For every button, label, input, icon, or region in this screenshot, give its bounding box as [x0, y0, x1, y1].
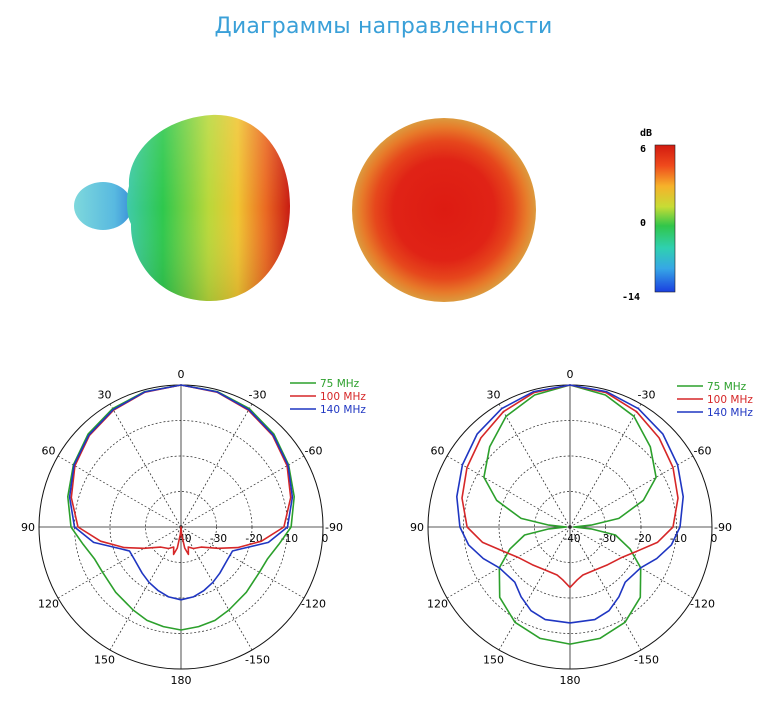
legend-label: 100 MHz	[320, 391, 366, 403]
radial-label: 0	[711, 533, 718, 545]
angle-label: 60	[430, 445, 444, 458]
radial-label: -30	[210, 533, 227, 545]
polar-chart-left: 0-30-60-90-120-1501801501209060300-10-20…	[21, 368, 366, 687]
radial-label: -40	[563, 533, 580, 545]
grid-spoke	[57, 455, 182, 528]
angle-label: -30	[638, 388, 656, 401]
pattern-3d-side-view	[74, 114, 290, 301]
series-line	[483, 384, 657, 645]
radial-label: -30	[599, 533, 616, 545]
colorbar-mid-label: 0	[640, 218, 646, 229]
colorbar: dB 6 0 -14	[622, 128, 676, 303]
angle-label: -90	[325, 521, 343, 534]
angle-label: -90	[714, 521, 732, 534]
angle-label: 0	[178, 368, 185, 381]
grid-spoke	[569, 403, 642, 528]
grid-spoke	[180, 403, 253, 528]
pattern-3d-front-view	[352, 118, 536, 302]
grid-spoke	[57, 526, 182, 599]
angle-label: 180	[560, 674, 581, 687]
angle-label: 150	[94, 654, 115, 667]
radial-label: 0	[322, 533, 329, 545]
angle-label: 90	[410, 521, 424, 534]
colorbar-max-label: 6	[640, 144, 646, 155]
legend-label: 75 MHz	[320, 378, 360, 390]
series-line	[70, 384, 292, 556]
series-line	[68, 384, 294, 601]
radial-label: -10	[670, 533, 687, 545]
grid-spoke	[180, 526, 253, 651]
series-line	[456, 384, 684, 624]
series-line	[461, 384, 679, 589]
angle-label: -60	[305, 445, 323, 458]
angle-label: -60	[694, 445, 712, 458]
angle-label: 0	[567, 368, 574, 381]
colorbar-unit: dB	[640, 128, 652, 139]
page-title: Диаграммы направленности	[214, 14, 553, 39]
legend-label: 140 MHz	[707, 407, 753, 419]
angle-label: -150	[634, 654, 659, 667]
legend-label: 100 MHz	[707, 394, 753, 406]
legend-label: 140 MHz	[320, 404, 366, 416]
radial-label: -20	[634, 533, 651, 545]
colorbar-gradient	[654, 144, 676, 293]
angle-label: 150	[483, 654, 504, 667]
angle-label: -120	[690, 598, 715, 611]
angle-label: 30	[487, 388, 501, 401]
angle-label: -120	[301, 598, 326, 611]
angle-label: 60	[41, 445, 55, 458]
angle-label: 120	[38, 598, 59, 611]
angle-label: 180	[171, 674, 192, 687]
angle-label: 90	[21, 521, 35, 534]
angle-label: 30	[98, 388, 112, 401]
legend-label: 75 MHz	[707, 381, 747, 393]
colorbar-min-label: -14	[622, 292, 640, 303]
polar-chart-right: 0 -30 -60 -90 -120 -150 180 150 120 90 60 30 0 -10 -20…	[410, 368, 753, 687]
angle-label: -150	[245, 654, 270, 667]
grid-spoke	[569, 526, 642, 651]
series-line	[67, 384, 295, 631]
angle-label: -30	[249, 388, 267, 401]
angle-label: 120	[427, 598, 448, 611]
